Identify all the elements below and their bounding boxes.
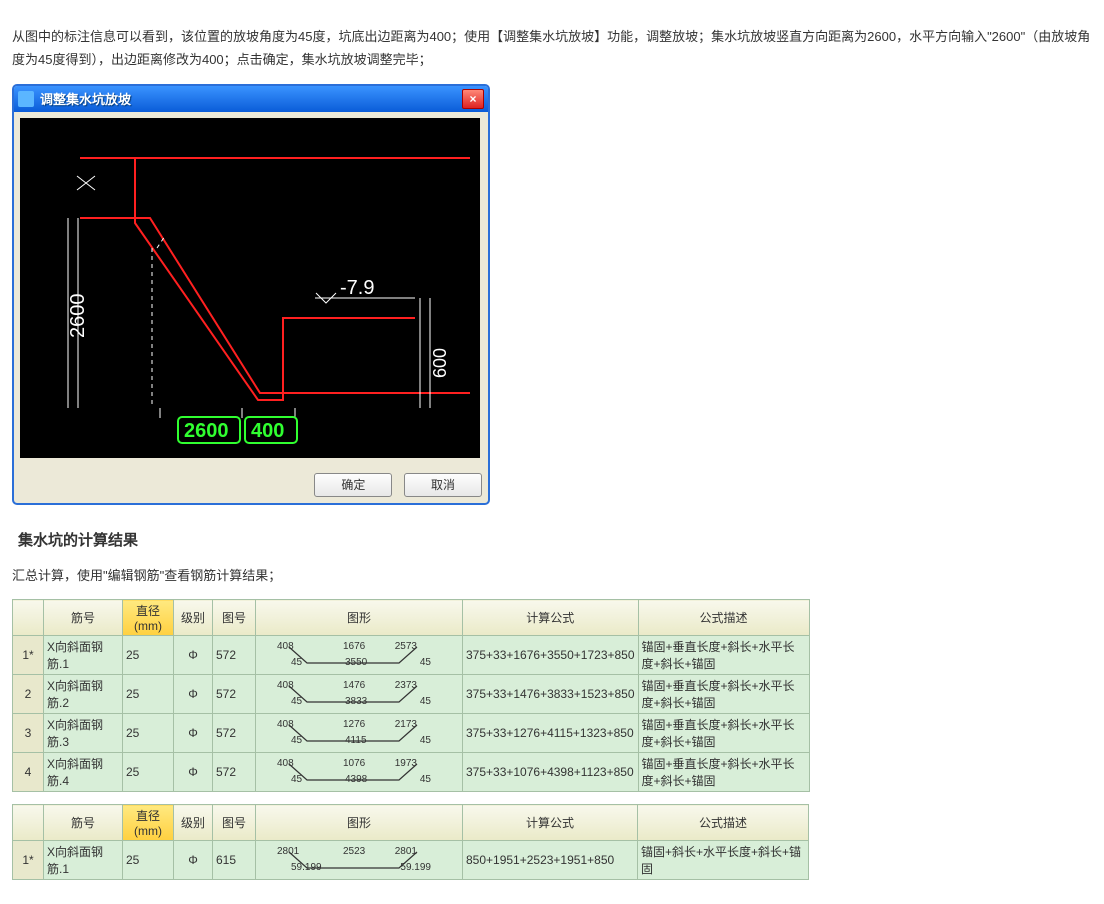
rebar-shape: 408 45 1476 3833 2373 45 [259, 680, 449, 708]
table-row: 1* X向斜面钢筋.1 25 Φ 572 408 45 1676 3550 25… [13, 636, 810, 675]
rebar-shape: 408 45 1276 4115 2173 45 [259, 719, 449, 747]
row-num: 2 [13, 675, 44, 714]
rebar-shape: 2801 59.199 2523 2801 59.199 [259, 846, 449, 874]
dialog-icon [18, 91, 34, 107]
table-row: 2 X向斜面钢筋.2 25 Φ 572 408 45 1476 3833 237… [13, 675, 810, 714]
cell-no: X向斜面钢筋.1 [44, 841, 123, 880]
col-formula: 计算公式 [463, 805, 638, 841]
col-no: 筋号 [44, 805, 123, 841]
intro-paragraph: 从图中的标注信息可以看到，该位置的放坡角度为45度，坑底出边距离为400；使用【… [12, 25, 1092, 72]
cell-pic: 572 [213, 753, 256, 792]
elevation-label: -7.9 [340, 277, 374, 299]
cell-formula: 375+33+1676+3550+1723+850 [463, 636, 639, 675]
sump-drawing: 2600 600 -7.9 2600 400 [20, 118, 480, 458]
cell-lvl: Φ [174, 714, 213, 753]
close-icon[interactable]: × [462, 89, 484, 109]
dim-vertical: 2600 [67, 293, 89, 338]
row-num: 4 [13, 753, 44, 792]
col-formula: 计算公式 [463, 600, 639, 636]
cell-dia: 25 [123, 841, 174, 880]
cell-pic: 572 [213, 714, 256, 753]
cell-no: X向斜面钢筋.3 [44, 714, 123, 753]
cell-formula: 375+33+1076+4398+1123+850 [463, 753, 639, 792]
results-heading: 集水坑的计算结果 [18, 529, 1092, 550]
cell-dia: 25 [123, 675, 174, 714]
cell-pic: 572 [213, 675, 256, 714]
results-paragraph: 汇总计算，使用"编辑钢筋"查看钢筋计算结果； [12, 564, 1092, 587]
dim-h1: 2600 [184, 420, 229, 442]
ok-button[interactable]: 确定 [314, 473, 392, 497]
cell-shape: 408 45 1676 3550 2573 45 [256, 636, 463, 675]
cancel-button[interactable]: 取消 [404, 473, 482, 497]
cell-formula: 850+1951+2523+1951+850 [463, 841, 638, 880]
cell-formula: 375+33+1476+3833+1523+850 [463, 675, 639, 714]
cell-shape: 408 45 1076 4398 1973 45 [256, 753, 463, 792]
adjust-sump-dialog: 调整集水坑放坡 × 2600 600 -7 [12, 84, 490, 505]
rebar-table: 筋号 直径(mm) 级别 图号 图形 计算公式 公式描述 1* X向斜面钢筋.1… [12, 599, 810, 792]
cell-formula: 375+33+1276+4115+1323+850 [463, 714, 639, 753]
dialog-title: 调整集水坑放坡 [40, 89, 462, 108]
cell-pic: 615 [213, 841, 256, 880]
dialog-titlebar[interactable]: 调整集水坑放坡 × [14, 86, 488, 112]
cell-dia: 25 [123, 636, 174, 675]
col-lvl: 级别 [174, 600, 213, 636]
cell-lvl: Φ [174, 675, 213, 714]
cell-desc: 锚固+垂直长度+斜长+水平长度+斜长+锚固 [638, 636, 809, 675]
col-desc: 公式描述 [638, 600, 809, 636]
cell-dia: 25 [123, 714, 174, 753]
cell-shape: 408 45 1476 3833 2373 45 [256, 675, 463, 714]
cell-shape: 2801 59.199 2523 2801 59.199 [256, 841, 463, 880]
cell-pic: 572 [213, 636, 256, 675]
cell-desc: 锚固+垂直长度+斜长+水平长度+斜长+锚固 [638, 714, 809, 753]
cell-lvl: Φ [174, 636, 213, 675]
table-row: 4 X向斜面钢筋.4 25 Φ 572 408 45 1076 4398 197… [13, 753, 810, 792]
col-shape: 图形 [256, 805, 463, 841]
cell-lvl: Φ [174, 841, 213, 880]
cell-no: X向斜面钢筋.1 [44, 636, 123, 675]
dim-right: 600 [430, 348, 450, 378]
row-num: 3 [13, 714, 44, 753]
cell-no: X向斜面钢筋.2 [44, 675, 123, 714]
col-dia: 直径(mm) [123, 600, 174, 636]
drawing-canvas: 2600 600 -7.9 2600 400 [14, 112, 488, 467]
row-num: 1* [13, 841, 44, 880]
col-dia: 直径(mm) [123, 805, 174, 841]
col-lvl: 级别 [174, 805, 213, 841]
cell-lvl: Φ [174, 753, 213, 792]
col-pic: 图号 [213, 600, 256, 636]
rebar-shape: 408 45 1076 4398 1973 45 [259, 758, 449, 786]
col-desc: 公式描述 [638, 805, 809, 841]
col-shape: 图形 [256, 600, 463, 636]
col-pic: 图号 [213, 805, 256, 841]
dim-h2: 400 [251, 420, 284, 442]
cell-desc: 锚固+垂直长度+斜长+水平长度+斜长+锚固 [638, 675, 809, 714]
row-num: 1* [13, 636, 44, 675]
col-no: 筋号 [44, 600, 123, 636]
table-row: 3 X向斜面钢筋.3 25 Φ 572 408 45 1276 4115 217… [13, 714, 810, 753]
cell-shape: 408 45 1276 4115 2173 45 [256, 714, 463, 753]
rebar-table: 筋号 直径(mm) 级别 图号 图形 计算公式 公式描述 1* X向斜面钢筋.1… [12, 804, 809, 880]
table-row: 1* X向斜面钢筋.1 25 Φ 615 2801 59.199 2523 28… [13, 841, 809, 880]
cell-dia: 25 [123, 753, 174, 792]
cell-no: X向斜面钢筋.4 [44, 753, 123, 792]
cell-desc: 锚固+斜长+水平长度+斜长+锚固 [638, 841, 809, 880]
rebar-shape: 408 45 1676 3550 2573 45 [259, 641, 449, 669]
cell-desc: 锚固+垂直长度+斜长+水平长度+斜长+锚固 [638, 753, 809, 792]
